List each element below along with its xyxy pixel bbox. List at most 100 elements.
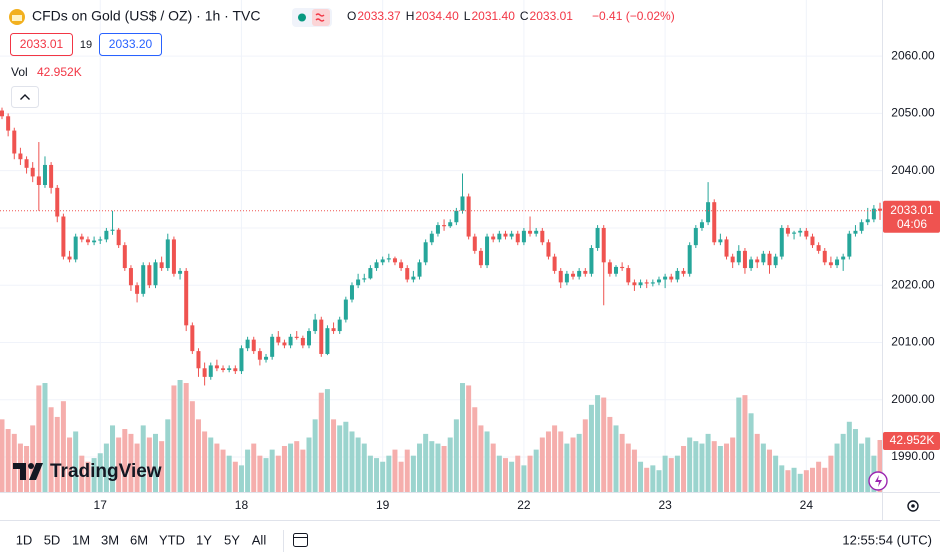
candle-body bbox=[36, 176, 41, 186]
volume-bar bbox=[0, 419, 5, 492]
candle-body bbox=[607, 262, 612, 274]
ohlc-key: H bbox=[406, 9, 415, 23]
candle-body bbox=[460, 196, 465, 211]
candle-body bbox=[540, 230, 545, 243]
volume-bar bbox=[374, 458, 380, 492]
volume-bar bbox=[809, 467, 815, 492]
candle-body bbox=[509, 233, 514, 237]
range-button[interactable]: 6M bbox=[130, 532, 148, 547]
range-button[interactable]: 1Y bbox=[196, 532, 212, 547]
volume-bar bbox=[552, 425, 558, 492]
candle-body bbox=[693, 227, 698, 246]
range-button[interactable]: YTD bbox=[159, 532, 185, 547]
volume-bar bbox=[472, 407, 478, 492]
candle-body bbox=[497, 233, 502, 240]
alert-bolt bbox=[875, 475, 882, 487]
candle-body bbox=[190, 325, 195, 352]
candle-body bbox=[331, 328, 336, 332]
candle-body bbox=[614, 266, 618, 274]
volume-bar bbox=[619, 433, 625, 492]
candle-body bbox=[55, 187, 60, 217]
bar-countdown: 04:06 bbox=[897, 217, 927, 231]
volume-bar bbox=[195, 419, 201, 492]
volume-bar bbox=[650, 465, 656, 492]
volume-bar bbox=[269, 449, 275, 492]
candle-body bbox=[435, 225, 440, 234]
volume-bar bbox=[367, 455, 373, 492]
buy-box[interactable] bbox=[99, 33, 162, 56]
volume-bar bbox=[214, 443, 220, 492]
clock[interactable]: 12:55:54 (UTC) bbox=[842, 532, 932, 547]
volume-bar bbox=[816, 461, 822, 492]
candle-body bbox=[816, 245, 821, 251]
collapse-button[interactable] bbox=[11, 86, 39, 108]
market-open-dot bbox=[298, 13, 306, 22]
candle-body bbox=[417, 262, 422, 277]
volume-bar bbox=[238, 465, 244, 492]
volume-bar bbox=[331, 419, 337, 492]
volume-bar bbox=[496, 455, 502, 492]
grid bbox=[0, 0, 882, 492]
volume-bar bbox=[410, 455, 416, 492]
volume-bar bbox=[822, 467, 828, 492]
range-button[interactable]: 1D bbox=[16, 532, 33, 547]
volume-legend-name: Vol bbox=[11, 65, 28, 79]
sell-box[interactable] bbox=[10, 33, 73, 56]
volume-bar bbox=[202, 431, 208, 492]
volume-bar bbox=[736, 397, 742, 492]
volume-bar bbox=[232, 461, 238, 492]
volume-bar bbox=[435, 443, 441, 492]
ohlc-value: 2033.01 bbox=[530, 9, 574, 23]
volume-bar bbox=[705, 433, 711, 492]
range-button[interactable]: 3M bbox=[101, 532, 119, 547]
candle-body bbox=[638, 282, 643, 286]
y-tick-label: 2040.00 bbox=[891, 163, 935, 177]
candle-body bbox=[202, 368, 207, 377]
volume-bar bbox=[60, 401, 66, 492]
volume-bar bbox=[638, 461, 644, 492]
candle-body bbox=[442, 225, 447, 227]
candle-body bbox=[749, 259, 754, 269]
candle-body bbox=[85, 239, 90, 243]
volume-bar bbox=[140, 425, 146, 492]
candle-body bbox=[534, 230, 539, 234]
candle-body bbox=[650, 282, 655, 284]
range-button[interactable]: 1M bbox=[72, 532, 90, 547]
candle-body bbox=[196, 351, 201, 369]
settings-icon[interactable] bbox=[907, 500, 919, 512]
volume-bar bbox=[533, 449, 539, 492]
brand-name: TradingView bbox=[50, 461, 162, 482]
candle-body bbox=[865, 219, 870, 223]
candle-body bbox=[558, 270, 563, 283]
range-button[interactable]: 5Y bbox=[224, 532, 240, 547]
range-button[interactable]: All bbox=[252, 532, 267, 547]
volume-bar bbox=[417, 443, 423, 492]
volume-bar bbox=[318, 392, 324, 492]
candle-body bbox=[30, 167, 35, 177]
x-tick-label: 19 bbox=[376, 498, 390, 512]
collapse-icon bbox=[20, 94, 30, 100]
volume-bar bbox=[779, 465, 785, 492]
volume-bar bbox=[116, 437, 122, 492]
volume-bar bbox=[582, 419, 588, 492]
candle-body bbox=[171, 239, 176, 274]
volume-pane bbox=[0, 380, 882, 492]
spread: 19 bbox=[80, 39, 92, 51]
candle-body bbox=[792, 232, 797, 234]
brand-logo bbox=[13, 463, 43, 480]
volume-bar bbox=[490, 443, 496, 492]
volume-bar bbox=[171, 385, 177, 492]
candle-body bbox=[337, 319, 342, 332]
candle-body bbox=[98, 239, 103, 241]
candle-body bbox=[264, 356, 269, 360]
goto-date-icon[interactable] bbox=[293, 533, 308, 547]
candle-body bbox=[79, 236, 84, 240]
symbol-title[interactable]: CFDs on Gold (US$ / OZ) · 1h · TVC bbox=[32, 8, 260, 24]
range-button[interactable]: 5D bbox=[44, 532, 61, 547]
candle-body bbox=[67, 256, 72, 260]
volume-bar bbox=[165, 419, 171, 492]
candle-body bbox=[245, 339, 250, 349]
volume-bar bbox=[380, 461, 386, 492]
logo-dot bbox=[28, 463, 34, 469]
candle-body bbox=[736, 250, 741, 263]
